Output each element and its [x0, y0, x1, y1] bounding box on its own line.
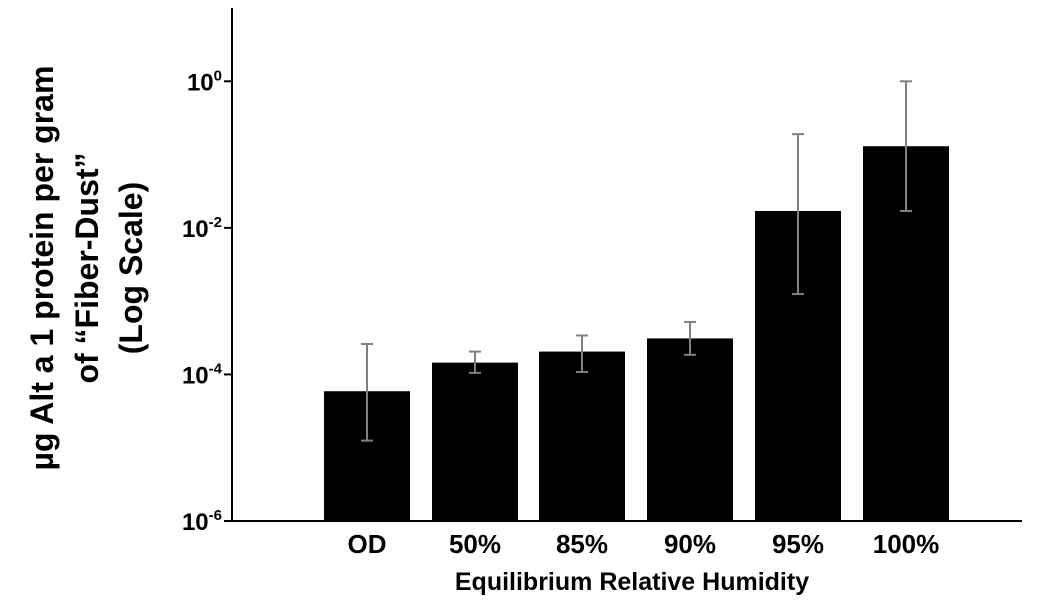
y-tick-label-1: 10-4	[182, 360, 223, 389]
y-axis-title-line-1: µg Alt a 1 protein per gram	[24, 66, 60, 471]
y-axis-title-line-3: (Log Scale)	[113, 182, 149, 354]
plot-area: 10-6 10-4 10-2 100 OD 50% 85% 90% 95% 100%	[182, 8, 1022, 559]
x-tick-label-2: 85%	[556, 529, 608, 559]
x-tick-label-5: 100%	[873, 529, 940, 559]
x-tick-label-0: OD	[348, 529, 387, 559]
y-tick-label-0: 10-6	[182, 507, 222, 536]
bar-2	[539, 351, 625, 521]
x-axis-title: Equilibrium Relative Humidity	[455, 568, 809, 596]
bar-1	[432, 362, 518, 521]
bar-3	[647, 338, 733, 521]
y-axis-title-line-2: of “Fiber-Dust”	[69, 152, 105, 383]
y-tick-label-2: 10-2	[182, 214, 222, 243]
x-tick-label-4: 95%	[772, 529, 824, 559]
y-tick-label-3: 100	[187, 67, 222, 96]
x-tick-label-1: 50%	[449, 529, 501, 559]
x-tick-label-3: 90%	[664, 529, 716, 559]
